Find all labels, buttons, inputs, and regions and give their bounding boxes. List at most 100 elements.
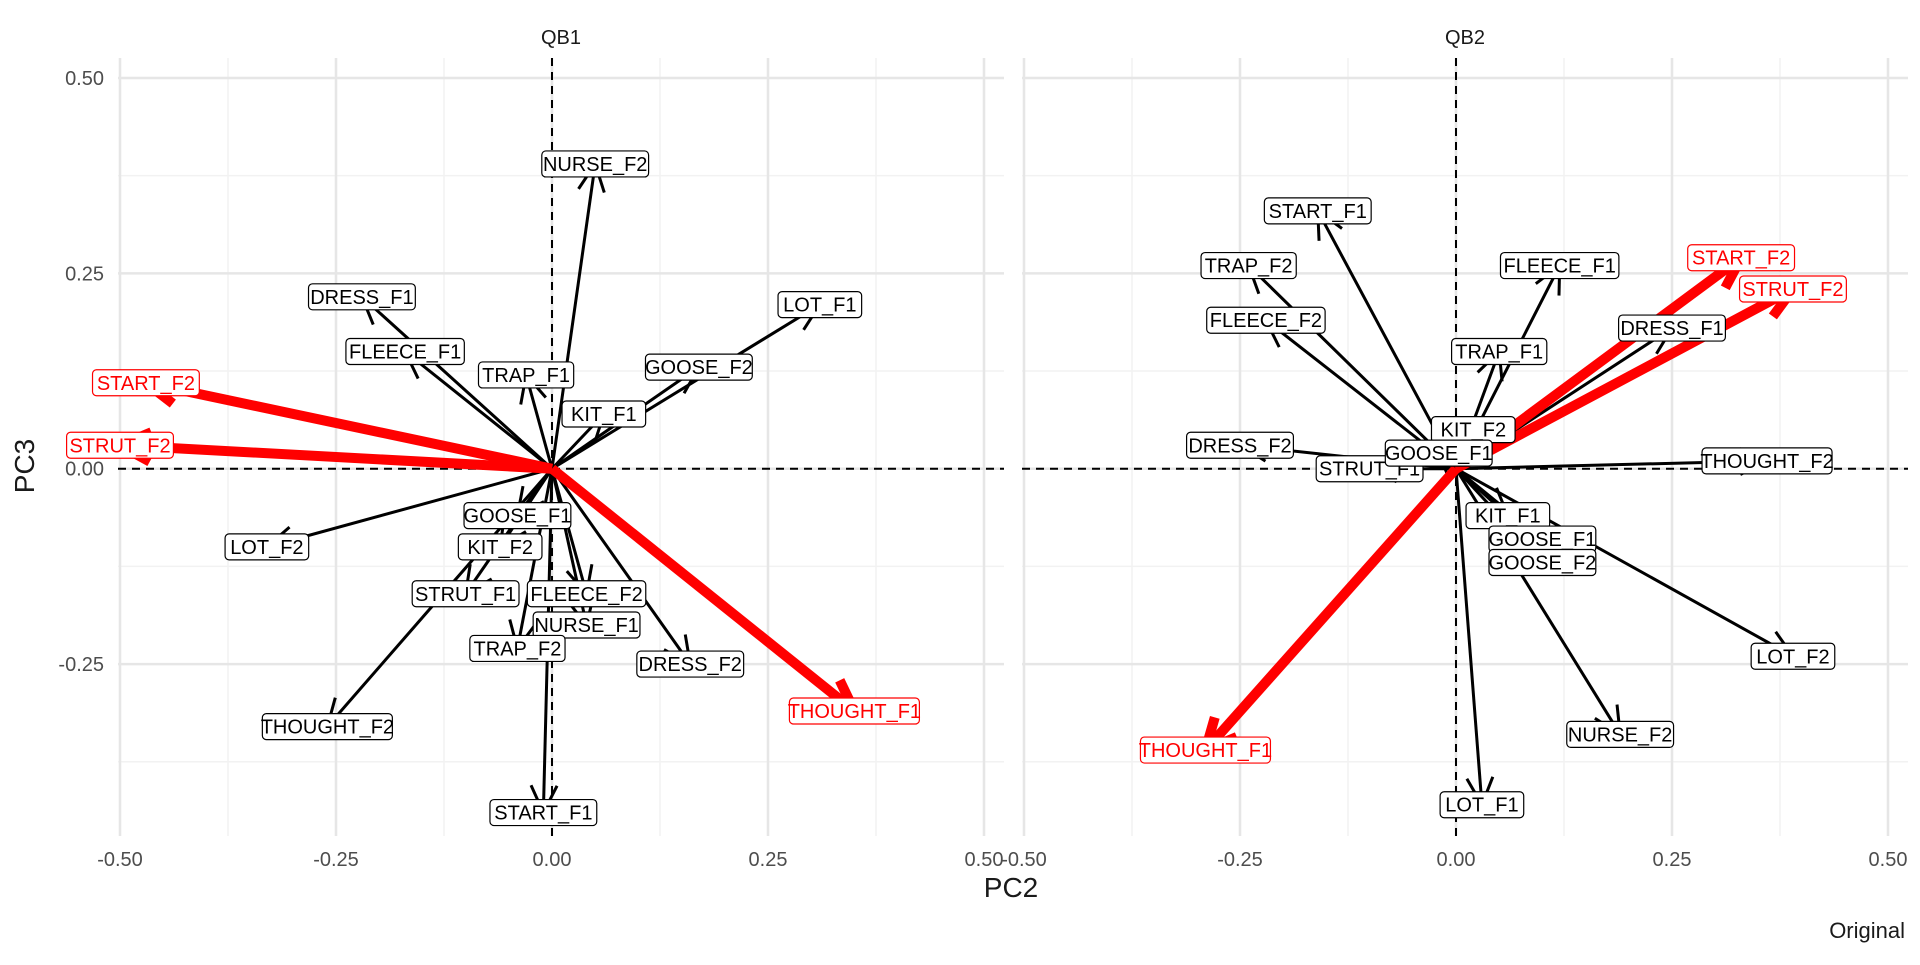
vector-label: GOOSE_F1 xyxy=(463,502,572,530)
vector-label-box xyxy=(1384,439,1493,467)
vector-label: GOOSE_F1 xyxy=(1384,439,1493,467)
y-tick-label: 0.00 xyxy=(65,459,104,481)
x-tick-label: 0.25 xyxy=(1653,849,1692,871)
vector-label-text: TRAP_F2 xyxy=(474,638,562,660)
vector-label-text: START_F2 xyxy=(1692,248,1790,270)
panel-title: QB1 xyxy=(541,27,581,49)
panel-qb2: QB2 -0.50 -0.25 0.00 0.25 0.50 START_F1 TRAP_F2… xyxy=(1001,27,1908,871)
vector-label: LOT_F2 xyxy=(224,533,310,561)
vector-label: TRAP_F1 xyxy=(1450,337,1548,366)
vector-label-text: LOT_F2 xyxy=(230,537,303,559)
vector-label-text: LOT_F2 xyxy=(1756,646,1829,668)
vector-label-text: STRUT_F2 xyxy=(69,435,170,457)
vector-label-text: TRAP_F1 xyxy=(1455,342,1543,364)
vector-label-box xyxy=(307,283,416,311)
vector-label-text: KIT_F2 xyxy=(1440,420,1506,442)
vector-label: START_F1 xyxy=(489,798,598,827)
vector-label-text: TRAP_F1 xyxy=(482,365,570,387)
vector-label-text: GOOSE_F1 xyxy=(1385,443,1493,465)
vector-label-box xyxy=(644,353,753,381)
vector-label: KIT_F1 xyxy=(561,400,647,428)
vector-labels: START_F1 TRAP_F2 FLEECE_F2 FLEECE_F1 TRAP_F1… xyxy=(1139,197,1847,819)
vector-label: START_F2 xyxy=(91,369,200,397)
vector-label-text: STRUT_F1 xyxy=(415,584,516,606)
x-tick-label: 0.50 xyxy=(1869,849,1908,871)
vector-label-text: THOUGHT_F2 xyxy=(1700,451,1833,473)
vector-line xyxy=(1454,468,1484,805)
vector-label-box xyxy=(1750,642,1836,670)
vector-line xyxy=(1247,264,1458,470)
vector-label-text: NURSE_F2 xyxy=(543,154,647,176)
vector-label: NURSE_F2 xyxy=(541,150,650,178)
vector-line xyxy=(548,464,858,715)
vector-line xyxy=(1455,467,1794,658)
vector-label-text: KIT_F2 xyxy=(467,537,533,559)
vector-label: START_F1 xyxy=(1263,197,1372,225)
vector-label: GOOSE_F2 xyxy=(644,353,753,381)
vector-label-box xyxy=(1139,736,1272,764)
vector-label: TRAP_F2 xyxy=(469,634,566,663)
vector-label-box xyxy=(561,400,647,428)
vector-label-text: THOUGHT_F2 xyxy=(261,717,394,739)
vector-label: DRESS_F2 xyxy=(636,650,745,678)
vector-label-box xyxy=(541,150,650,178)
vector-label: LOT_F1 xyxy=(777,291,863,319)
vector-label: THOUGHT_F2 xyxy=(1700,447,1834,475)
vector-label-text: NURSE_F2 xyxy=(1568,724,1672,746)
vector-label-box xyxy=(489,798,598,827)
x-tick-label: -0.50 xyxy=(1001,849,1047,871)
vector-label-text: THOUGHT_F1 xyxy=(1139,740,1272,762)
vector-label-box xyxy=(1206,306,1326,334)
vector-label-box xyxy=(261,712,393,741)
y-tick-label: 0.25 xyxy=(65,263,104,285)
vector-label: FLEECE_F2 xyxy=(526,580,647,608)
vector-label-box xyxy=(1263,197,1372,225)
vector-line xyxy=(404,350,553,470)
vector-line xyxy=(550,163,597,469)
vector-label-text: FLEECE_F2 xyxy=(1210,310,1322,332)
vector-label-box xyxy=(463,502,572,530)
vector-label-box xyxy=(1450,337,1548,366)
vector-label: FLEECE_F1 xyxy=(345,337,465,366)
vector-label: THOUGHT_F1 xyxy=(1139,736,1272,764)
vector-label: FLEECE_F2 xyxy=(1206,306,1326,334)
vector-label: START_F2 xyxy=(1687,244,1796,272)
vector-label-text: GOOSE_F2 xyxy=(645,357,753,379)
vector-line xyxy=(550,467,692,665)
vector-label-text: THOUGHT_F1 xyxy=(788,701,921,723)
vector-label-text: DRESS_F1 xyxy=(1620,318,1723,340)
vector-label-box xyxy=(777,291,863,319)
vector-label-text: GOOSE_F2 xyxy=(1488,552,1596,574)
vector-label-text: TRAP_F2 xyxy=(1205,256,1293,278)
vector-label-box xyxy=(1687,244,1796,272)
vector-thought-f1 xyxy=(1200,465,1460,755)
vector-label-text: DRESS_F2 xyxy=(1188,435,1291,457)
vector-label-box xyxy=(457,533,543,561)
vector-label-box xyxy=(788,697,921,725)
vector-label-box xyxy=(1499,251,1620,280)
vector-label: TRAP_F2 xyxy=(1200,251,1297,280)
vector-label-text: LOT_F1 xyxy=(783,295,856,317)
x-tick-label: -0.25 xyxy=(1217,849,1263,871)
vector-label-text: FLEECE_F2 xyxy=(530,584,642,606)
vector-line xyxy=(360,295,554,470)
vector-label-box xyxy=(636,650,745,678)
vector-label-text: FLEECE_F1 xyxy=(1504,256,1616,278)
vector-line xyxy=(119,440,553,474)
vector-label: LOT_F2 xyxy=(1750,642,1836,670)
vector-line xyxy=(144,377,554,474)
vector-label: THOUGHT_F1 xyxy=(788,697,921,725)
vector-line xyxy=(524,374,554,470)
y-tick-label: 0.50 xyxy=(65,68,104,90)
y-axis-label: PC3 xyxy=(9,439,40,493)
vector-line xyxy=(1201,465,1460,754)
vector-label-text: DRESS_F2 xyxy=(639,654,742,676)
vector-label: KIT_F2 xyxy=(457,533,543,561)
vector-label-text: GOOSE_F1 xyxy=(1488,529,1596,551)
caption: Original xyxy=(1829,918,1905,943)
vector-label: DRESS_F1 xyxy=(307,283,416,311)
x-tick-label: 0.25 xyxy=(749,849,788,871)
vector-label-box xyxy=(1738,275,1847,303)
vector-label-text: START_F2 xyxy=(97,373,195,395)
vector-label: STRUT_F1 xyxy=(411,580,520,608)
